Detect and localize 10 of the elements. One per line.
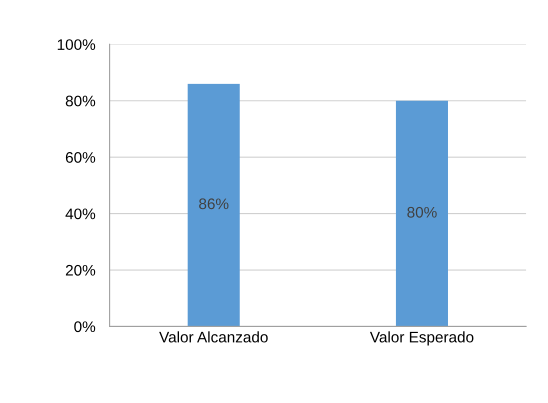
x-tick-label: Valor Alcanzado: [159, 331, 268, 343]
data-label: 80%: [407, 206, 437, 218]
y-tick-label: 100%: [58, 39, 96, 50]
y-tick-label: 40%: [65, 208, 96, 220]
y-tick-label: 20%: [66, 264, 96, 276]
y-tick-label: 0%: [74, 321, 96, 332]
x-tick-label: Valor Esperado: [370, 331, 474, 346]
y-tick-label: 80%: [66, 96, 96, 106]
data-label: 86%: [199, 198, 228, 210]
y-tick-label: 60%: [66, 152, 96, 163]
